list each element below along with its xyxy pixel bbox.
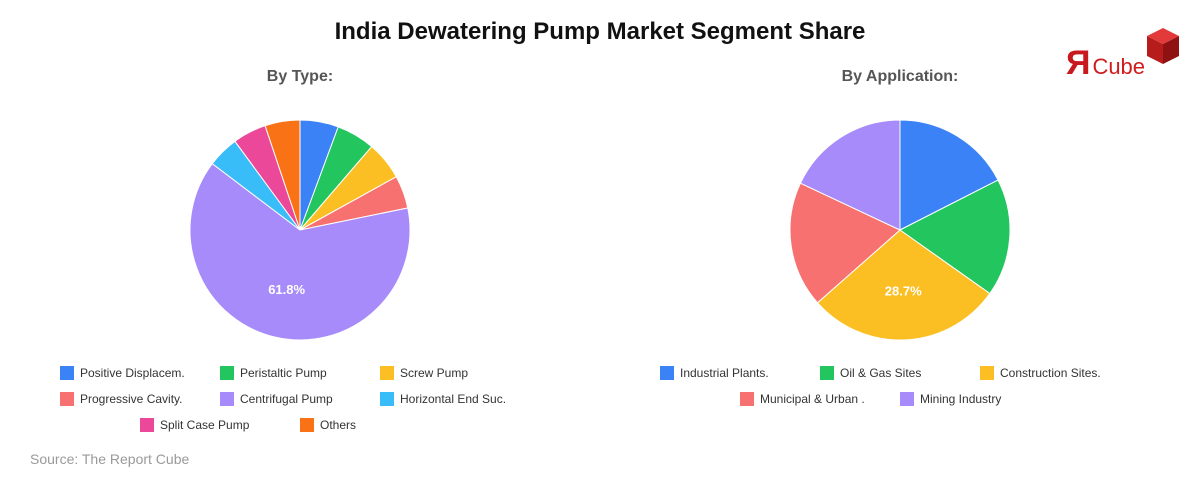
legend-swatch: [820, 366, 834, 380]
legend-item-horizontal-end-suc: Horizontal End Suc.: [380, 392, 540, 406]
legend-label: Peristaltic Pump: [240, 366, 327, 380]
legend-row: Progressive Cavity. Centrifugal Pump Horiz…: [60, 386, 540, 412]
legend-label: Construction Sites.: [1000, 366, 1101, 380]
legend-item-positive-displacem: Positive Displacem.: [60, 366, 220, 380]
legend-swatch: [220, 392, 234, 406]
legend-label: Industrial Plants.: [680, 366, 769, 380]
legend-swatch: [60, 392, 74, 406]
pie-slice-oil-gas-sites: [899, 179, 1011, 295]
legend-item-oil-gas-sites: Oil & Gas Sites: [820, 366, 980, 380]
legend-item-municipal-urban: Municipal & Urban .: [740, 392, 900, 406]
legend-item-screw-pump: Screw Pump: [380, 366, 540, 380]
legend-swatch: [900, 392, 914, 406]
legend-swatch: [220, 366, 234, 380]
pie-chart-by-type: 61.8%: [189, 119, 411, 341]
pie-slice-industrial-plants: [899, 119, 999, 231]
legend-swatch: [300, 418, 314, 432]
logo-text: ЯCube: [1066, 44, 1146, 82]
legend-label: Progressive Cavity.: [80, 392, 183, 406]
pie-slice-municipal-urban: [789, 182, 901, 304]
legend-label: Screw Pump: [400, 366, 469, 380]
legend-row: Positive Displacem. Peristaltic Pump Screw…: [60, 360, 540, 386]
legend-swatch: [380, 366, 394, 380]
legend-row: Split Case Pump Others: [60, 412, 540, 438]
chart-title: India Dewatering Pump Market Segment Sha…: [334, 18, 866, 45]
data-label-construction-sites: 28.7%: [885, 283, 922, 298]
legend-item-peristaltic-pump: Peristaltic Pump: [220, 366, 380, 380]
legend-item-progressive-cavity: Progressive Cavity.: [60, 392, 220, 406]
legend-label: Mining Industry: [920, 392, 1002, 406]
legend-item-centrifugal-pump: Centrifugal Pump: [220, 392, 380, 406]
legend-item-mining-industry: Mining Industry: [900, 392, 1060, 406]
legend-swatch: [140, 418, 154, 432]
legend-by-application: Industrial Plants. Oil & Gas Sites Constru…: [660, 360, 1140, 412]
pie-slice-construction-sites: [816, 229, 991, 341]
pie-slice-centrifugal-pump: [189, 162, 411, 341]
legend-swatch: [980, 366, 994, 380]
legend-row: Municipal & Urban . Mining Industry: [660, 386, 1140, 412]
legend-label: Others: [320, 418, 357, 432]
legend-swatch: [740, 392, 754, 406]
legend-item-others: Others: [300, 418, 460, 432]
legend-label: Oil & Gas Sites: [840, 366, 922, 380]
legend-label: Horizontal End Suc.: [400, 392, 507, 406]
rcube-logo: ЯCube: [1060, 26, 1184, 82]
legend-swatch: [660, 366, 674, 380]
legend-label: Split Case Pump: [160, 418, 250, 432]
pie-title-by-application: By Application:: [841, 68, 959, 85]
source-note: Source: The Report Cube: [30, 451, 190, 467]
legend-label: Positive Displacem.: [80, 366, 185, 380]
data-label-centrifugal-pump: 61.8%: [268, 282, 305, 297]
legend-label: Municipal & Urban .: [760, 392, 865, 406]
pie-chart-by-application: 28.7%: [789, 119, 1011, 341]
legend-by-type: Positive Displacem. Peristaltic Pump Screw…: [60, 360, 540, 438]
legend-swatch: [60, 366, 74, 380]
pie-title-by-type: By Type:: [266, 68, 334, 85]
legend-swatch: [380, 392, 394, 406]
legend-label: Centrifugal Pump: [240, 392, 333, 406]
pie-slice-mining-industry: [799, 119, 901, 231]
legend-item-split-case-pump: Split Case Pump: [140, 418, 300, 432]
legend-item-industrial-plants: Industrial Plants.: [660, 366, 820, 380]
cube-icon: [1147, 28, 1179, 64]
legend-item-construction-sites: Construction Sites.: [980, 366, 1140, 380]
legend-row: Industrial Plants. Oil & Gas Sites Constru…: [660, 360, 1140, 386]
pie-slice-others: [264, 119, 301, 231]
